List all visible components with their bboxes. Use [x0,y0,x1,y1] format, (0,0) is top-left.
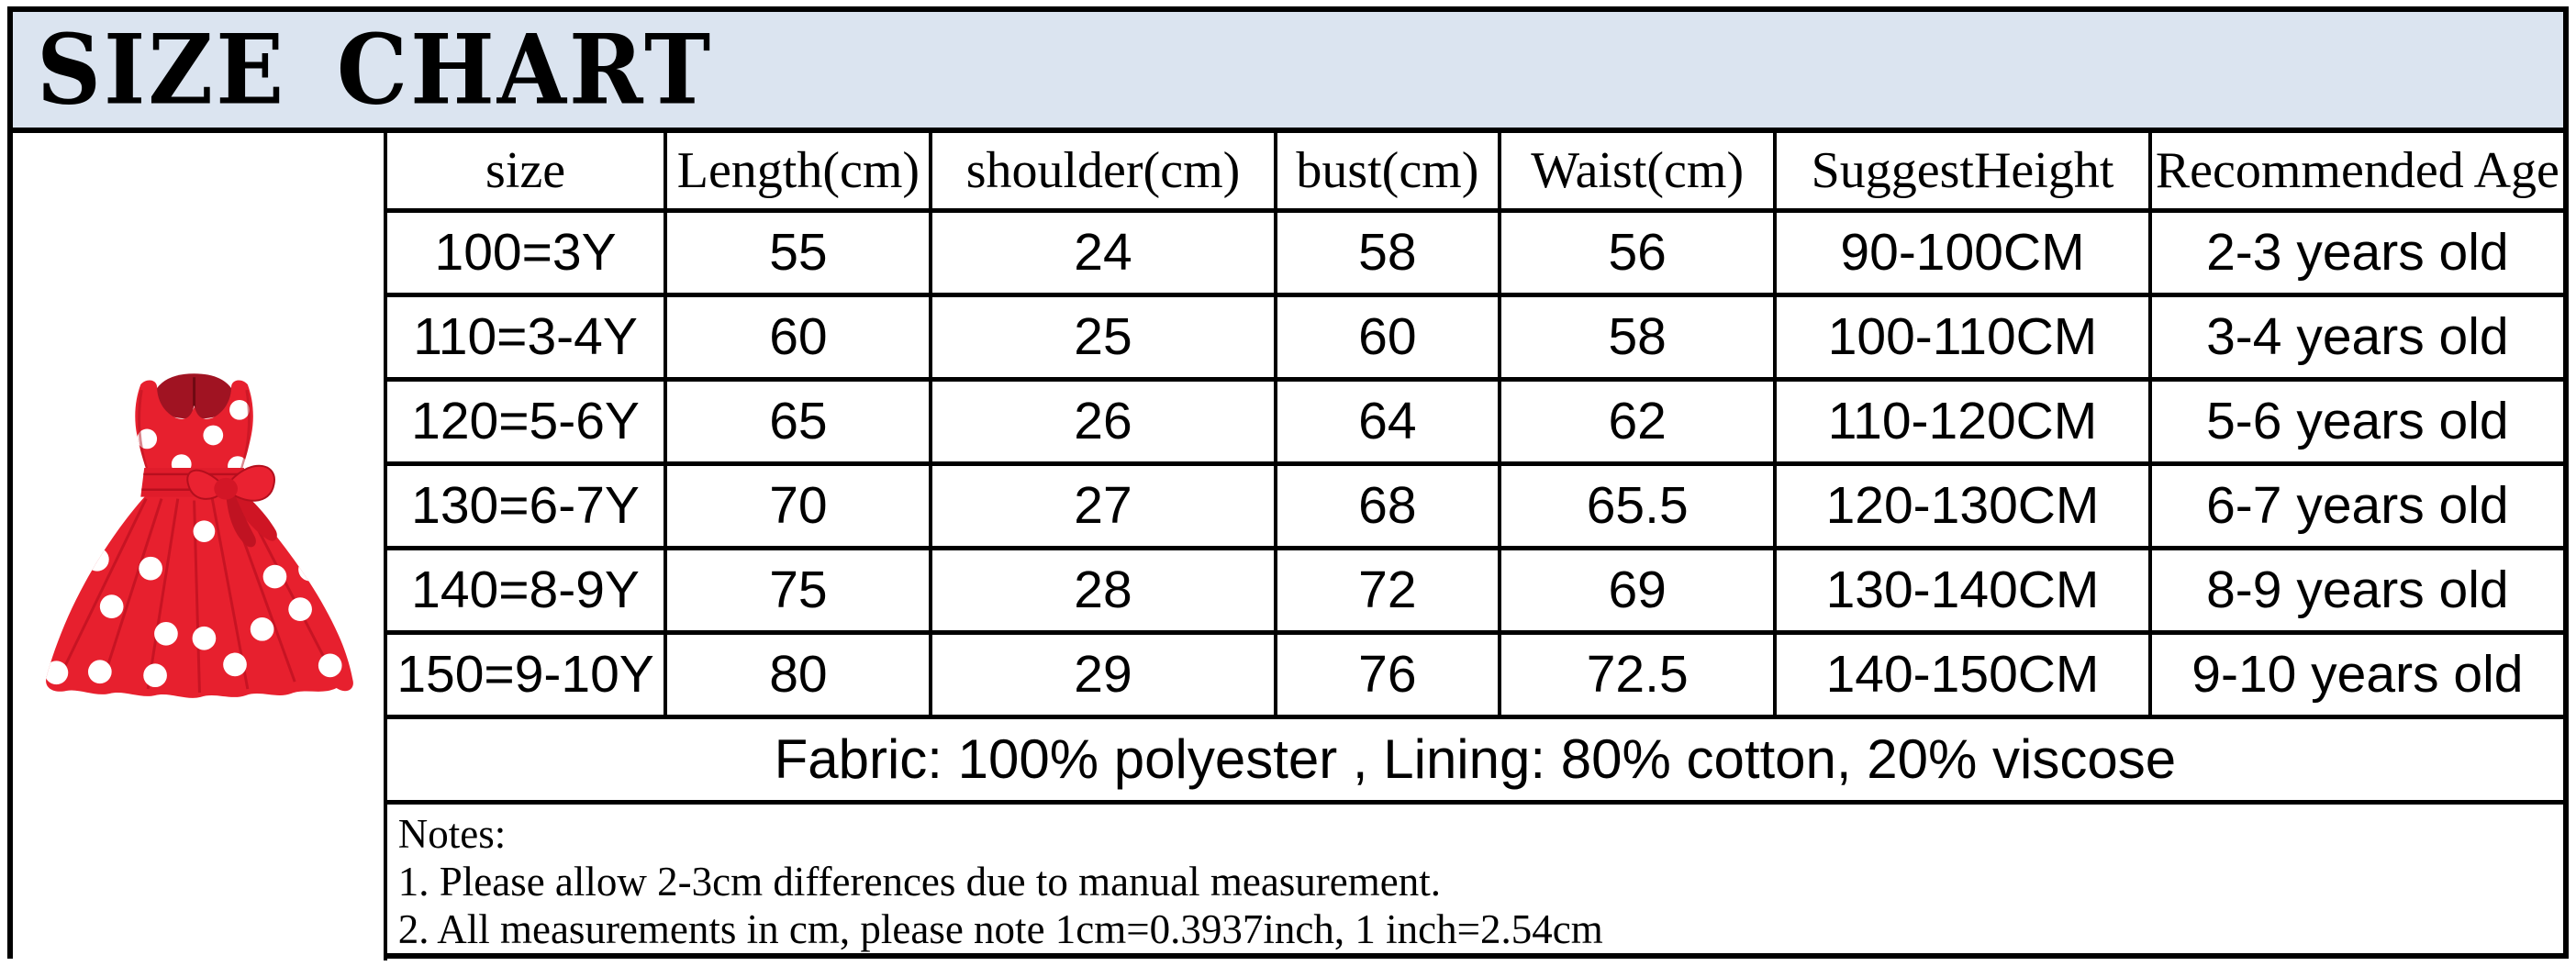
cell-size: 140=8-9Y [383,545,668,635]
cell-suggest-height: 90-100CM [1773,207,2152,297]
cell-suggest-height: 140-150CM [1773,629,2152,719]
cell-length: 60 [664,292,933,382]
fabric-row: Fabric: 100% polyester , Lining: 80% cot… [13,714,2566,805]
notes-cell: Notes: 1. Please allow 2-3cm differences… [383,799,2566,962]
note-item-1: 1. Please allow 2-3cm differences due to… [397,858,1441,905]
cell-size: 100=3Y [383,207,668,297]
red-polka-dot-dress-image [45,373,353,699]
cell-length: 80 [664,629,933,719]
cell-suggest-height: 100-110CM [1773,292,2152,382]
notes-heading: Notes: [397,810,507,857]
cell-shoulder: 24 [929,207,1277,297]
cell-size: 120=5-6Y [383,376,668,466]
cell-shoulder: 29 [929,629,1277,719]
header-row: size Length(cm) shoulder(cm) bust(cm) Wa… [11,130,2566,962]
cell-bust: 72 [1273,545,1502,635]
product-image-cell [11,130,387,962]
cell-waist: 62 [1498,376,1778,466]
table-row-100: 100=3Y 55 24 58 56 90-100CM 2-3 years ol… [13,207,2566,297]
cell-size: 130=6-7Y [383,461,668,550]
cell-suggest-height: 130-140CM [1773,545,2152,635]
cell-recommended-age: 8-9 years old [2147,545,2566,635]
cell-recommended-age: 3-4 years old [2147,292,2566,382]
cell-recommended-age: 5-6 years old [2147,376,2566,466]
cell-waist: 56 [1498,207,1778,297]
col-header-waist: Waist(cm) [1498,130,1778,213]
table-row-130: 130=6-7Y 70 27 68 65.5 120-130CM 6-7 yea… [13,461,2566,550]
fabric-note: Fabric: 100% polyester , Lining: 80% cot… [383,714,2566,805]
cell-recommended-age: 6-7 years old [2147,461,2566,550]
cell-recommended-age: 9-10 years old [2147,629,2566,719]
cell-size: 150=9-10Y [383,629,668,719]
cell-bust: 68 [1273,461,1502,550]
col-header-shoulder: shoulder(cm) [929,130,1277,213]
col-header-bust: bust(cm) [1273,130,1502,213]
cell-recommended-age: 2-3 years old [2147,207,2566,297]
table-row-120: 120=5-6Y 65 26 64 62 110-120CM 5-6 years… [13,376,2566,466]
cell-shoulder: 27 [929,461,1277,550]
cell-waist: 65.5 [1498,461,1778,550]
col-header-size: size [383,130,668,213]
notes-row: Notes: 1. Please allow 2-3cm differences… [13,799,2566,962]
cell-suggest-height: 110-120CM [1773,376,2152,466]
note-item-2: 2. All measurements in cm, please note 1… [397,905,1603,952]
col-header-length: Length(cm) [664,130,933,213]
cell-waist: 58 [1498,292,1778,382]
col-header-recommended-age: Recommended Age [2147,130,2566,213]
cell-bust: 60 [1273,292,1502,382]
cell-bust: 58 [1273,207,1502,297]
table-row-140: 140=8-9Y 75 28 72 69 130-140CM 8-9 years… [13,545,2566,635]
size-chart-sheet: SIZE CHART [7,6,2569,962]
cell-bust: 64 [1273,376,1502,466]
cell-length: 65 [664,376,933,466]
cell-shoulder: 28 [929,545,1277,635]
cell-waist: 69 [1498,545,1778,635]
dress-bow [186,465,277,548]
col-header-suggest-height: SuggestHeight [1773,130,2152,213]
cell-length: 75 [664,545,933,635]
dress-bodice [135,380,253,471]
table-row-110: 110=3-4Y 60 25 60 58 100-110CM 3-4 years… [13,292,2566,382]
cell-length: 70 [664,461,933,550]
cell-size: 110=3-4Y [383,292,668,382]
cell-suggest-height: 120-130CM [1773,461,2152,550]
cell-bust: 76 [1273,629,1502,719]
table-row-150: 150=9-10Y 80 29 76 72.5 140-150CM 9-10 y… [13,629,2566,719]
cell-length: 55 [664,207,933,297]
cell-shoulder: 25 [929,292,1277,382]
cell-waist: 72.5 [1498,629,1778,719]
title-bar: SIZE CHART [13,12,2563,133]
cell-shoulder: 26 [929,376,1277,466]
size-chart-table: size Length(cm) shoulder(cm) bust(cm) Wa… [11,130,2566,962]
page-title: SIZE CHART [37,13,714,127]
